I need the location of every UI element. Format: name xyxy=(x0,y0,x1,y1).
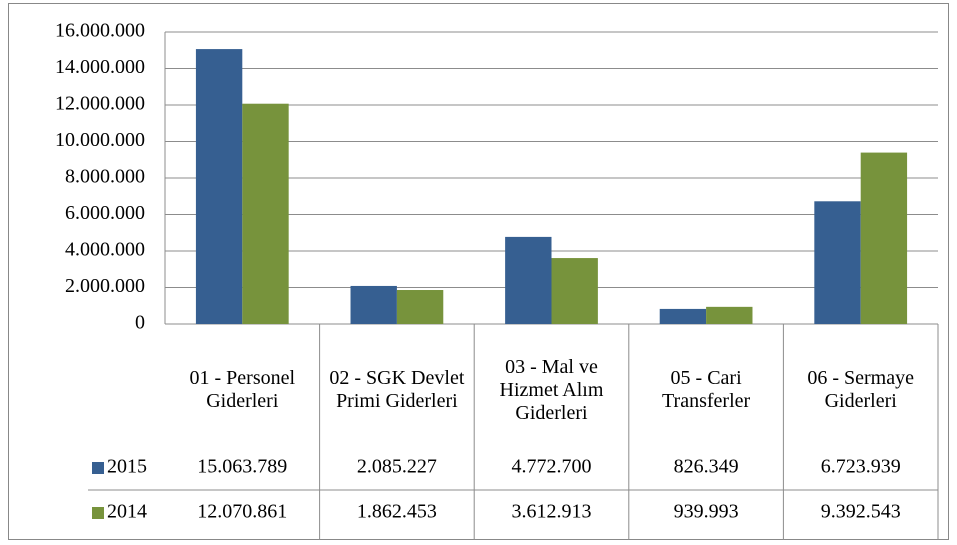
bar xyxy=(242,103,289,324)
y-tick-label: 12.000.000 xyxy=(55,93,145,115)
y-tick-label: 0 xyxy=(135,312,145,334)
table-value: 9.392.543 xyxy=(821,501,901,523)
legend-label: 2014 xyxy=(107,501,147,523)
chart-border xyxy=(8,3,949,540)
bar xyxy=(396,290,444,324)
table-value: 3.612.913 xyxy=(512,501,592,523)
table-value: 939.993 xyxy=(674,501,739,523)
table-value: 826.349 xyxy=(674,456,739,478)
table-value: 4.772.700 xyxy=(512,456,592,478)
table-value: 6.723.939 xyxy=(821,456,901,478)
category-label: 03 - Mal ve Hizmet Alım Giderleri xyxy=(499,355,604,424)
legend-key xyxy=(92,507,104,519)
bar xyxy=(860,152,908,324)
table-value: 12.070.861 xyxy=(197,501,287,523)
bar xyxy=(706,306,753,324)
category-label: 05 - Cari Transferler xyxy=(662,367,751,412)
y-tick-label: 8.000.000 xyxy=(65,166,145,188)
y-tick-label: 6.000.000 xyxy=(65,202,145,224)
bar xyxy=(350,285,397,324)
legend-label: 2015 xyxy=(107,456,147,478)
bar xyxy=(505,236,552,324)
bar xyxy=(551,258,598,324)
category-label: 06 - Sermaye Giderleri xyxy=(807,367,914,412)
y-tick-label: 2.000.000 xyxy=(65,275,145,297)
table-value: 15.063.789 xyxy=(197,456,287,478)
category-label: 02 - SGK Devlet Primi Giderleri xyxy=(329,367,465,412)
table-value: 1.862.453 xyxy=(357,501,437,523)
y-tick-label: 14.000.000 xyxy=(55,56,145,78)
legend-key xyxy=(92,462,104,474)
category-label: 01 - Personel Giderleri xyxy=(189,367,296,412)
y-tick-label: 16.000.000 xyxy=(55,20,145,42)
bar xyxy=(195,49,243,325)
table-value: 2.085.227 xyxy=(357,456,437,478)
y-tick-label: 10.000.000 xyxy=(55,129,145,151)
bar xyxy=(659,308,707,324)
y-tick-label: 4.000.000 xyxy=(65,239,145,261)
bar xyxy=(814,201,861,324)
